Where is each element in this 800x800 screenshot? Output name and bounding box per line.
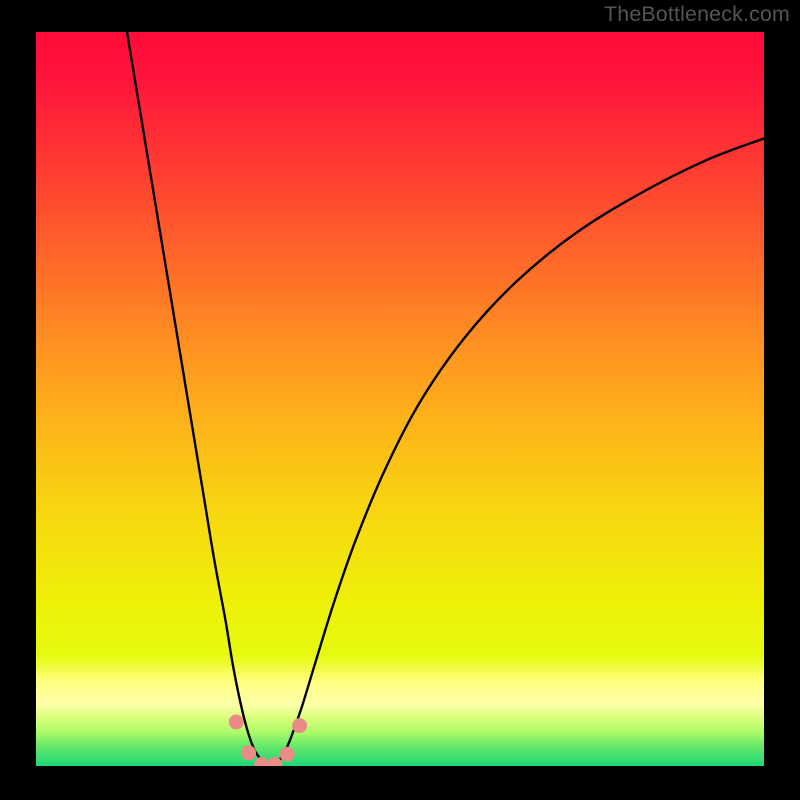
chart-stage: TheBottleneck.com [0,0,800,800]
source-attribution: TheBottleneck.com [604,2,790,27]
plot-gradient-background [36,32,764,766]
